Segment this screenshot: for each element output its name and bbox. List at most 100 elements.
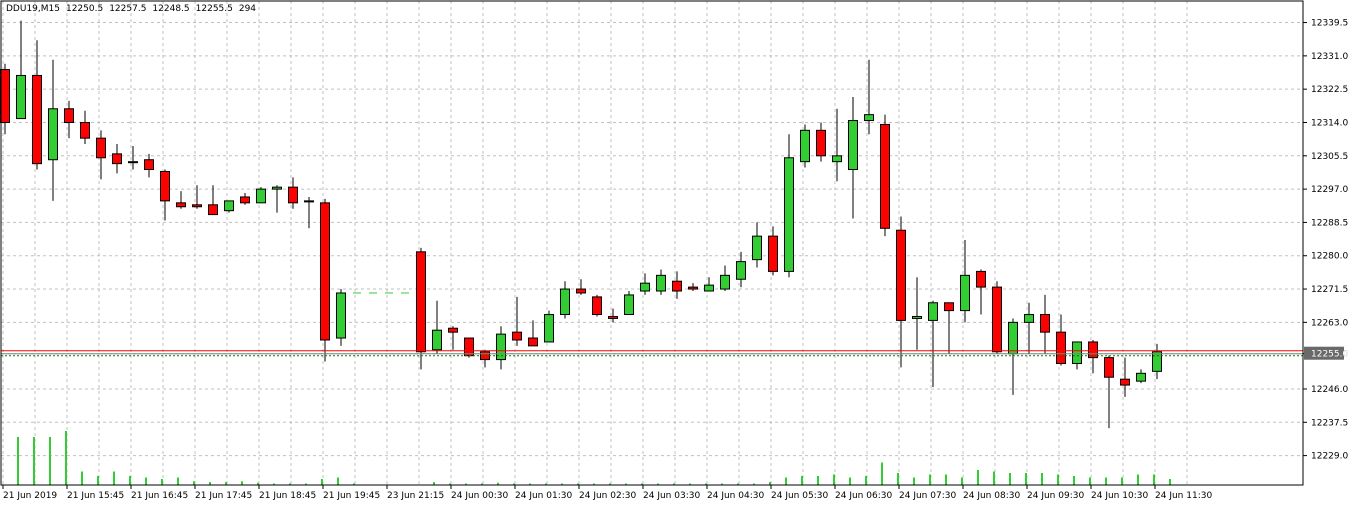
candle-body [96,137,106,159]
candle-body [80,121,90,139]
candle-bull [560,281,570,319]
candle-bull [784,134,794,278]
time-tick-label: 21 Jun 19:45 [323,491,380,501]
candle-body [576,288,586,294]
time-tick-label: 24 Jun 11:30 [1155,491,1212,501]
candle-body [112,153,122,165]
candle-body [688,286,698,290]
candle-bear [528,320,538,347]
candle-bull [1152,343,1162,380]
candle-bear [0,63,10,135]
plot-border [0,0,1304,486]
candle-body [240,196,250,204]
candle-bull [1024,302,1034,354]
price-tick-label: 12322.5 [1311,85,1348,95]
current-price-tag [1304,346,1344,360]
open-value: 12250.5 [65,4,104,14]
candle-body [800,129,810,163]
candle-body [992,286,1002,353]
candle-bull [224,200,234,213]
candle-body [720,274,730,290]
candle-bear [464,337,474,358]
candle-body [592,296,602,316]
time-tick-label: 24 Jun 09:30 [1027,491,1084,501]
candle-bear [944,302,954,354]
candle-body [0,69,10,123]
candle-body [1008,321,1018,355]
candle-bear [896,216,906,368]
chart-frame [0,0,1304,486]
candle-bear [176,191,186,209]
time-axis[interactable]: 21 Jun 2019 21 Jun 15:45 21 Jun 16:45 21 Ju… [2,485,1212,501]
candle-bear [448,326,458,350]
candle-bull [848,97,858,219]
candle-bull [704,277,714,292]
candle-bear [1040,294,1050,354]
candle-bear [992,281,1002,354]
candle-bear [576,279,586,295]
time-tick-label: 24 Jun 02:30 [579,491,636,501]
candle-body [864,114,874,122]
candle-body [288,186,298,204]
candle-bull [624,291,634,316]
candle-bull [1136,369,1146,384]
candle-body [976,270,986,288]
candle-body [832,155,842,163]
price-axis[interactable]: 12339.5 12331.0 12322.5 12314.0 12305.5 12297… [1303,19,1348,462]
candle-bull [128,146,138,170]
candle-body [624,294,634,316]
candle-bull [432,300,442,354]
candle-bear [320,198,330,362]
candle-bull [960,240,970,323]
price-tick-label: 12246.0 [1311,385,1348,395]
time-tick-label: 21 Jun 15:45 [67,491,124,501]
candle-body [512,331,522,341]
candle-bull [720,265,730,292]
candle-bull [496,326,506,370]
candle-bull [336,289,346,346]
candle-body [16,74,26,120]
time-tick-label: 24 Jun 00:30 [451,491,508,501]
price-tick-label: 12280.0 [1311,252,1348,262]
candle-body [1152,351,1162,372]
candle-bear [96,130,106,180]
candle-bull [640,273,650,295]
candle-bull [16,20,26,120]
price-tick-label: 12271.5 [1311,285,1348,295]
volume-histogram [17,431,1171,485]
candle-body [816,129,826,157]
price-tick-label: 12288.5 [1311,218,1348,228]
candle-bear [688,283,698,292]
close-value: 12255.5 [195,4,233,14]
time-tick-label: 24 Jun 05:30 [771,491,828,501]
candle-body [304,200,314,203]
candle-body [784,157,794,272]
candle-body [1104,357,1114,378]
price-tick-label: 12229.0 [1311,452,1348,462]
price-lines [1,350,1303,357]
candle-body [768,235,778,272]
price-tick-label: 12297.0 [1311,185,1348,195]
candle-body [896,229,906,321]
high-value: 12257.5 [109,4,147,14]
candle-body [880,123,890,229]
candle-bear [880,114,890,237]
candle-bear [240,193,250,205]
candle-bear [768,226,778,276]
grid [1,1,1303,485]
candle-bull [928,300,938,388]
candle-body [464,337,474,357]
candle-body [608,315,618,319]
candle-bull [736,251,746,288]
time-tick-label: 21 Jun 16:45 [131,491,188,501]
time-tick-label: 24 Jun 10:30 [1091,491,1148,501]
price-tick-label: 12331.0 [1311,52,1348,62]
price-tick-label: 12305.5 [1311,152,1348,162]
candle-bull [800,124,810,168]
candle-bear [112,144,122,174]
candle-bear [208,185,218,216]
candle-bear [1088,339,1098,374]
candle-bull [912,277,922,350]
